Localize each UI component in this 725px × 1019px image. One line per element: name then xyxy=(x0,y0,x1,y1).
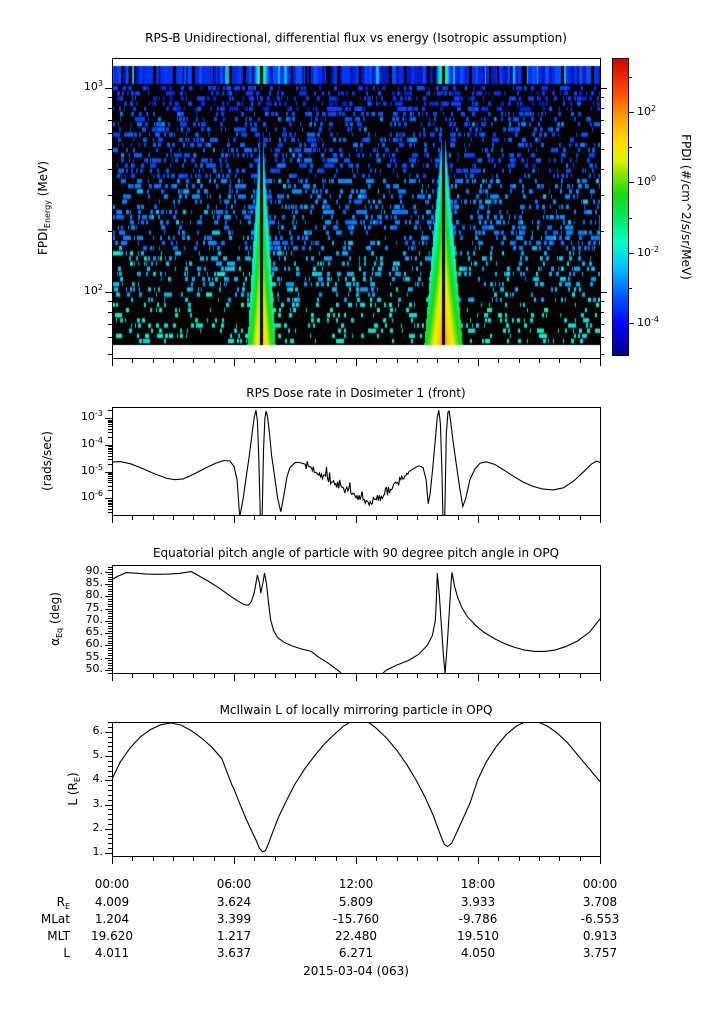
tick-label: 5. xyxy=(92,748,104,762)
tick-label: 85. xyxy=(85,575,104,589)
tick-label: 102 xyxy=(637,103,657,118)
tick-label: 10-2 xyxy=(637,244,659,259)
footer-cell: 3.757 xyxy=(582,946,618,960)
footer-cell: 3.933 xyxy=(460,895,496,909)
footer-cell: 3.637 xyxy=(216,946,252,960)
spectrogram-heatmap xyxy=(112,58,600,358)
x-axis-time-label: 06:00 xyxy=(216,877,252,891)
tick-label: 10-6 xyxy=(81,489,103,504)
tick-label: 10-5 xyxy=(81,462,103,477)
spectrogram-title: RPS-B Unidirectional, differential flux … xyxy=(145,31,567,45)
footer-cell: 4.009 xyxy=(94,895,130,909)
date-label: 2015-03-04 (063) xyxy=(303,964,409,978)
tick-label: 4. xyxy=(92,772,104,786)
footer-cell: 19.510 xyxy=(457,929,499,943)
tick-label: 3. xyxy=(92,796,104,810)
tick-label: 90. xyxy=(85,563,104,577)
pitch-axes xyxy=(105,565,601,681)
x-axis-time-label: 00:00 xyxy=(94,877,130,891)
pitch-title: Equatorial pitch angle of particle with … xyxy=(152,546,560,560)
tick-label: 80. xyxy=(85,588,104,602)
footer-cell: 3.708 xyxy=(582,895,618,909)
footer-cell: 6.271 xyxy=(338,946,374,960)
footer-cell: -6.553 xyxy=(580,912,620,926)
footer-cell: 5.809 xyxy=(338,895,374,909)
footer-row-label: L xyxy=(63,946,70,960)
x-axis-time-label: 18:00 xyxy=(460,877,496,891)
footer-cell: 0.913 xyxy=(582,929,618,943)
colorbar-axes xyxy=(612,58,634,356)
tick-label: 6. xyxy=(92,723,104,737)
tick-label: 65. xyxy=(85,625,104,639)
footer-row-label: MLT xyxy=(47,929,70,943)
footer-cell: 3.624 xyxy=(216,895,252,909)
tick-label: 102 xyxy=(83,283,103,298)
colorbar-gradient xyxy=(612,58,628,355)
footer-cell: 4.011 xyxy=(94,946,130,960)
tick-label: 2. xyxy=(92,820,104,834)
tick-label: 103 xyxy=(83,79,103,93)
tick-label: 100 xyxy=(637,173,657,188)
pitch-curve xyxy=(112,571,600,673)
footer-row-label: RE xyxy=(56,895,70,911)
footer-row-label: MLat xyxy=(40,912,70,926)
footer-cell: 4.050 xyxy=(460,946,496,960)
footer-cell: -9.786 xyxy=(458,912,498,926)
x-axis-time-label: 00:00 xyxy=(582,877,618,891)
footer-cell: 19.620 xyxy=(91,929,133,943)
spectrogram-axes xyxy=(105,58,607,366)
footer-cell: 22.480 xyxy=(335,929,377,943)
tick-label: 10-3 xyxy=(81,409,103,424)
tick-label: 75. xyxy=(85,600,104,614)
lshell-curve xyxy=(112,722,600,853)
footer-cell: 1.204 xyxy=(94,912,130,926)
footer-cell: 1.217 xyxy=(216,929,252,943)
dose-axes xyxy=(105,407,601,523)
tick-label: 10-4 xyxy=(637,314,659,329)
tick-label: 70. xyxy=(85,612,104,626)
tick-label: 10-4 xyxy=(81,436,103,450)
tick-label: 50. xyxy=(85,662,104,676)
lshell-axes xyxy=(105,722,601,864)
lshell-title: McIlwain L of locally mirroring particle… xyxy=(219,703,493,717)
footer-cell: 3.399 xyxy=(216,912,252,926)
tick-label: 55. xyxy=(85,649,104,663)
tick-label: 1. xyxy=(92,844,104,858)
x-axis-time-label: 12:00 xyxy=(338,877,374,891)
dose-title: RPS Dose rate in Dosimeter 1 (front) xyxy=(246,386,466,400)
dose-curve xyxy=(112,409,600,515)
footer-cell: -15.760 xyxy=(332,912,380,926)
tick-label: 60. xyxy=(85,637,104,651)
